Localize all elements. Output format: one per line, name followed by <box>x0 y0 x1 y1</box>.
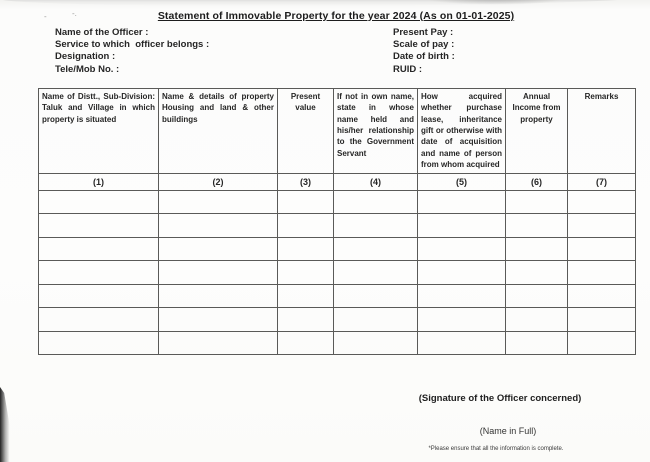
table-cell-empty <box>417 213 506 238</box>
officer-info-left: Name of the Officer : Service to which o… <box>55 27 209 76</box>
column-number: (1) <box>38 172 159 191</box>
table-cell-empty <box>38 213 159 238</box>
col-header-annual-income: Annual Income from property <box>505 88 568 174</box>
officer-info-right: Present Pay : Scale of pay : Date of bir… <box>393 27 455 76</box>
column-number-row: (1) (2) (3) (4) (5) (6) (7) <box>38 172 636 191</box>
table-cell-empty <box>158 189 278 215</box>
table-cell-empty <box>277 260 334 285</box>
table-cell-empty <box>333 236 418 262</box>
table-cell-empty <box>505 283 568 309</box>
header-row: Name of Distt., Sub-Division: Taluk and … <box>38 88 636 174</box>
pencil-mark: -. <box>72 9 77 18</box>
table-cell-empty <box>333 283 418 309</box>
field-label-present-pay: Present Pay : <box>393 27 454 38</box>
column-number: (7) <box>567 172 636 191</box>
table-cell-empty <box>567 260 636 285</box>
table-cell-empty <box>567 330 636 356</box>
table-cell-empty <box>277 236 334 262</box>
column-number: (4) <box>333 172 418 191</box>
table-body <box>38 189 636 356</box>
table-cell-empty <box>38 283 159 309</box>
table-cell-empty <box>567 283 636 309</box>
field-label-designation: Designation : <box>55 51 116 63</box>
table-cell-empty <box>505 213 568 238</box>
table-cell-empty <box>158 213 278 238</box>
table-cell-empty <box>333 330 418 356</box>
field-label-officer-name: Name of the Officer : <box>55 27 149 38</box>
column-number: (3) <box>277 172 334 191</box>
table-row <box>38 307 636 332</box>
table-cell-empty <box>277 213 334 238</box>
table-row <box>38 236 636 262</box>
table-cell-empty <box>505 307 568 332</box>
table-row <box>38 283 636 309</box>
table-cell-empty <box>567 213 636 238</box>
table-header: Name of Distt., Sub-Division: Taluk and … <box>38 88 636 174</box>
name-in-full-label: (Name in Full) <box>479 426 537 436</box>
col-header-present-value: Present value <box>277 88 334 174</box>
form-title: Statement of Immovable Property for the … <box>157 10 515 22</box>
scan-top-shadow-artifact <box>420 0 570 5</box>
signature-label: (Signature of the Officer concerned) <box>418 393 582 404</box>
table-cell-empty <box>333 213 418 238</box>
table-cell-empty <box>277 307 334 332</box>
column-number: (6) <box>505 172 568 191</box>
field-label-tele-mob: Tele/Mob No. : <box>55 63 120 75</box>
table-cell-empty <box>505 236 568 262</box>
table-cell-empty <box>277 283 334 309</box>
table-cell-empty <box>158 283 278 309</box>
table-cell-empty <box>505 189 568 215</box>
field-label-date-of-birth: Date of birth : <box>393 51 455 63</box>
table-cell-empty <box>505 260 568 285</box>
scan-top-edge-artifact <box>0 0 650 6</box>
table-cell-empty <box>333 260 418 285</box>
table-cell-empty <box>277 330 334 356</box>
footnote: *Please ensure that all the information … <box>428 446 564 452</box>
table-cell-empty <box>567 236 636 262</box>
field-label-ruid: RUID : <box>393 63 423 75</box>
table-cell-empty <box>158 260 278 285</box>
field-label-service: Service to which officer belongs : <box>55 39 210 51</box>
table-row <box>38 213 636 238</box>
col-header-name-held: If not in own name, state in whose name … <box>333 88 418 174</box>
table-cell-empty <box>417 236 506 262</box>
table-cell-empty <box>417 307 506 332</box>
field-label-scale-of-pay: Scale of pay : <box>393 39 455 51</box>
table-cell-empty <box>333 189 418 215</box>
table-row <box>38 260 636 285</box>
table-cell-empty <box>38 307 159 332</box>
table-cell-empty <box>158 236 278 262</box>
table-cell-empty <box>505 330 568 356</box>
table-cell-empty <box>567 189 636 215</box>
table-cell-empty <box>417 283 506 309</box>
table-cell-empty <box>417 189 506 215</box>
pencil-mark: - <box>44 12 47 21</box>
table-cell-empty <box>38 330 159 356</box>
table-cell-empty <box>277 189 334 215</box>
table-cell-empty <box>417 330 506 356</box>
table-cell-empty <box>567 307 636 332</box>
col-header-how-acquired: How acquired whether purchase lease, inh… <box>417 88 506 174</box>
column-number: (5) <box>417 172 506 191</box>
col-header-remarks: Remarks <box>567 88 636 174</box>
table-row <box>38 330 636 356</box>
scan-corner-shadow-artifact <box>0 387 12 462</box>
table-cell-empty <box>417 260 506 285</box>
table-cell-empty <box>38 189 159 215</box>
table-row <box>38 189 636 215</box>
col-header-district: Name of Distt., Sub-Division: Taluk and … <box>38 88 159 174</box>
table-cell-empty <box>333 307 418 332</box>
table-cell-empty <box>158 307 278 332</box>
table-cell-empty <box>158 330 278 356</box>
property-table: Name of Distt., Sub-Division: Taluk and … <box>38 88 636 356</box>
table-cell-empty <box>38 236 159 262</box>
col-header-property: Name & details of property Housing and l… <box>158 88 278 174</box>
table-cell-empty <box>38 260 159 285</box>
column-number: (2) <box>158 172 278 191</box>
